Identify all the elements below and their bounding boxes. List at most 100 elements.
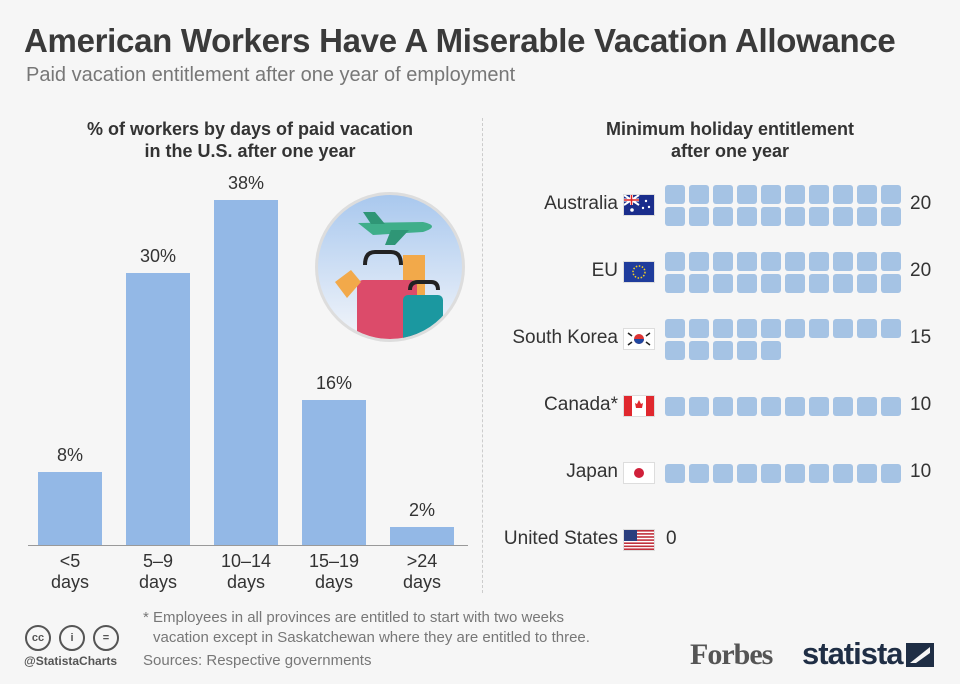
day-count-label: 20 bbox=[910, 260, 932, 281]
day-square bbox=[713, 274, 733, 293]
day-square bbox=[833, 252, 853, 271]
page-subtitle: Paid vacation entitlement after one year… bbox=[26, 64, 516, 86]
day-square bbox=[881, 207, 901, 226]
country-label: Australia bbox=[544, 193, 618, 214]
x-tick-label-line: 10–14 bbox=[220, 551, 272, 571]
bar bbox=[126, 272, 190, 545]
day-square bbox=[689, 207, 709, 226]
day-square bbox=[713, 397, 733, 416]
day-square bbox=[761, 464, 781, 483]
day-count-label: 0 bbox=[666, 528, 677, 549]
day-count-label: 15 bbox=[910, 327, 932, 348]
day-square bbox=[809, 464, 829, 483]
japan-flag-icon bbox=[623, 462, 655, 484]
bar bbox=[214, 200, 278, 545]
day-square bbox=[857, 397, 877, 416]
day-square bbox=[665, 341, 685, 360]
day-square bbox=[713, 464, 733, 483]
pictogram-title-line: Minimum holiday entitlement bbox=[605, 119, 855, 139]
twitter-handle: @StatistaCharts bbox=[24, 654, 118, 668]
x-tick-label-line: >24 bbox=[406, 551, 438, 571]
cc-icon: cc bbox=[25, 625, 51, 651]
day-square bbox=[785, 207, 805, 226]
day-square bbox=[761, 252, 781, 271]
bar-value-label: 16% bbox=[315, 372, 353, 393]
day-square bbox=[857, 252, 877, 271]
day-square bbox=[737, 207, 757, 226]
day-square bbox=[665, 319, 685, 338]
day-square bbox=[761, 207, 781, 226]
day-count-label: 20 bbox=[910, 193, 932, 214]
day-square bbox=[833, 397, 853, 416]
day-square bbox=[881, 252, 901, 271]
day-square bbox=[833, 464, 853, 483]
day-square bbox=[881, 185, 901, 204]
x-tick-label-line: days bbox=[50, 572, 90, 592]
day-square bbox=[761, 185, 781, 204]
day-square bbox=[833, 185, 853, 204]
day-square bbox=[737, 397, 757, 416]
day-square bbox=[833, 207, 853, 226]
day-square bbox=[713, 185, 733, 204]
x-tick-label: <5 days bbox=[30, 551, 110, 593]
page-title: American Workers Have A Miserable Vacati… bbox=[24, 22, 896, 59]
x-tick-label-line: 15–19 bbox=[308, 551, 360, 571]
day-square bbox=[857, 274, 877, 293]
bar-chart-title-line: in the U.S. after one year bbox=[144, 141, 356, 161]
us-flag-icon bbox=[623, 529, 655, 551]
day-square bbox=[689, 319, 709, 338]
day-square bbox=[881, 274, 901, 293]
travel-illustration-icon bbox=[315, 192, 465, 342]
day-square bbox=[737, 341, 757, 360]
day-square bbox=[809, 274, 829, 293]
day-square bbox=[713, 207, 733, 226]
pictogram-title-line: after one year bbox=[670, 141, 790, 161]
day-square bbox=[761, 397, 781, 416]
day-square bbox=[857, 319, 877, 338]
day-square bbox=[689, 274, 709, 293]
day-square bbox=[761, 274, 781, 293]
forbes-logo: Forbes bbox=[690, 638, 773, 671]
day-square bbox=[665, 397, 685, 416]
day-square bbox=[809, 252, 829, 271]
bar-value-label: 30% bbox=[139, 245, 177, 266]
attribution-icon: i bbox=[59, 625, 85, 651]
x-tick-label: 15–19 days bbox=[294, 551, 374, 593]
day-square bbox=[809, 397, 829, 416]
footnote: * Employees in all provinces are entitle… bbox=[143, 608, 590, 648]
day-square bbox=[785, 185, 805, 204]
day-square bbox=[665, 185, 685, 204]
day-square bbox=[665, 464, 685, 483]
x-tick-label-line: days bbox=[314, 572, 354, 592]
day-square bbox=[689, 252, 709, 271]
pictogram-title: Minimum holiday entitlement after one ye… bbox=[500, 118, 960, 162]
day-square bbox=[809, 319, 829, 338]
bar-value-label: 2% bbox=[408, 499, 435, 520]
day-square bbox=[881, 397, 901, 416]
x-tick-label-line: <5 bbox=[59, 551, 81, 571]
day-square bbox=[737, 252, 757, 271]
bar bbox=[390, 526, 454, 545]
country-label: United States bbox=[503, 528, 618, 549]
day-square bbox=[785, 252, 805, 271]
day-square bbox=[665, 207, 685, 226]
day-count-label: 10 bbox=[910, 461, 932, 482]
day-square bbox=[713, 252, 733, 271]
australia-flag-icon bbox=[623, 194, 655, 216]
bar-chart-title-line: % of workers by days of paid vacation bbox=[86, 119, 414, 139]
day-square bbox=[689, 464, 709, 483]
day-square bbox=[689, 341, 709, 360]
x-tick-label-line: 5–9 bbox=[142, 551, 174, 571]
footnote-line: vacation except in Saskatchewan where th… bbox=[153, 629, 590, 646]
day-square bbox=[809, 207, 829, 226]
x-tick-label-line: days bbox=[226, 572, 266, 592]
x-tick-label-line: days bbox=[402, 572, 442, 592]
day-square bbox=[785, 397, 805, 416]
day-square bbox=[809, 185, 829, 204]
bar bbox=[302, 399, 366, 545]
day-square bbox=[689, 397, 709, 416]
no-derivatives-icon: = bbox=[93, 625, 119, 651]
day-count-label: 10 bbox=[910, 394, 932, 415]
country-label: Canada* bbox=[544, 394, 618, 415]
day-square bbox=[881, 319, 901, 338]
